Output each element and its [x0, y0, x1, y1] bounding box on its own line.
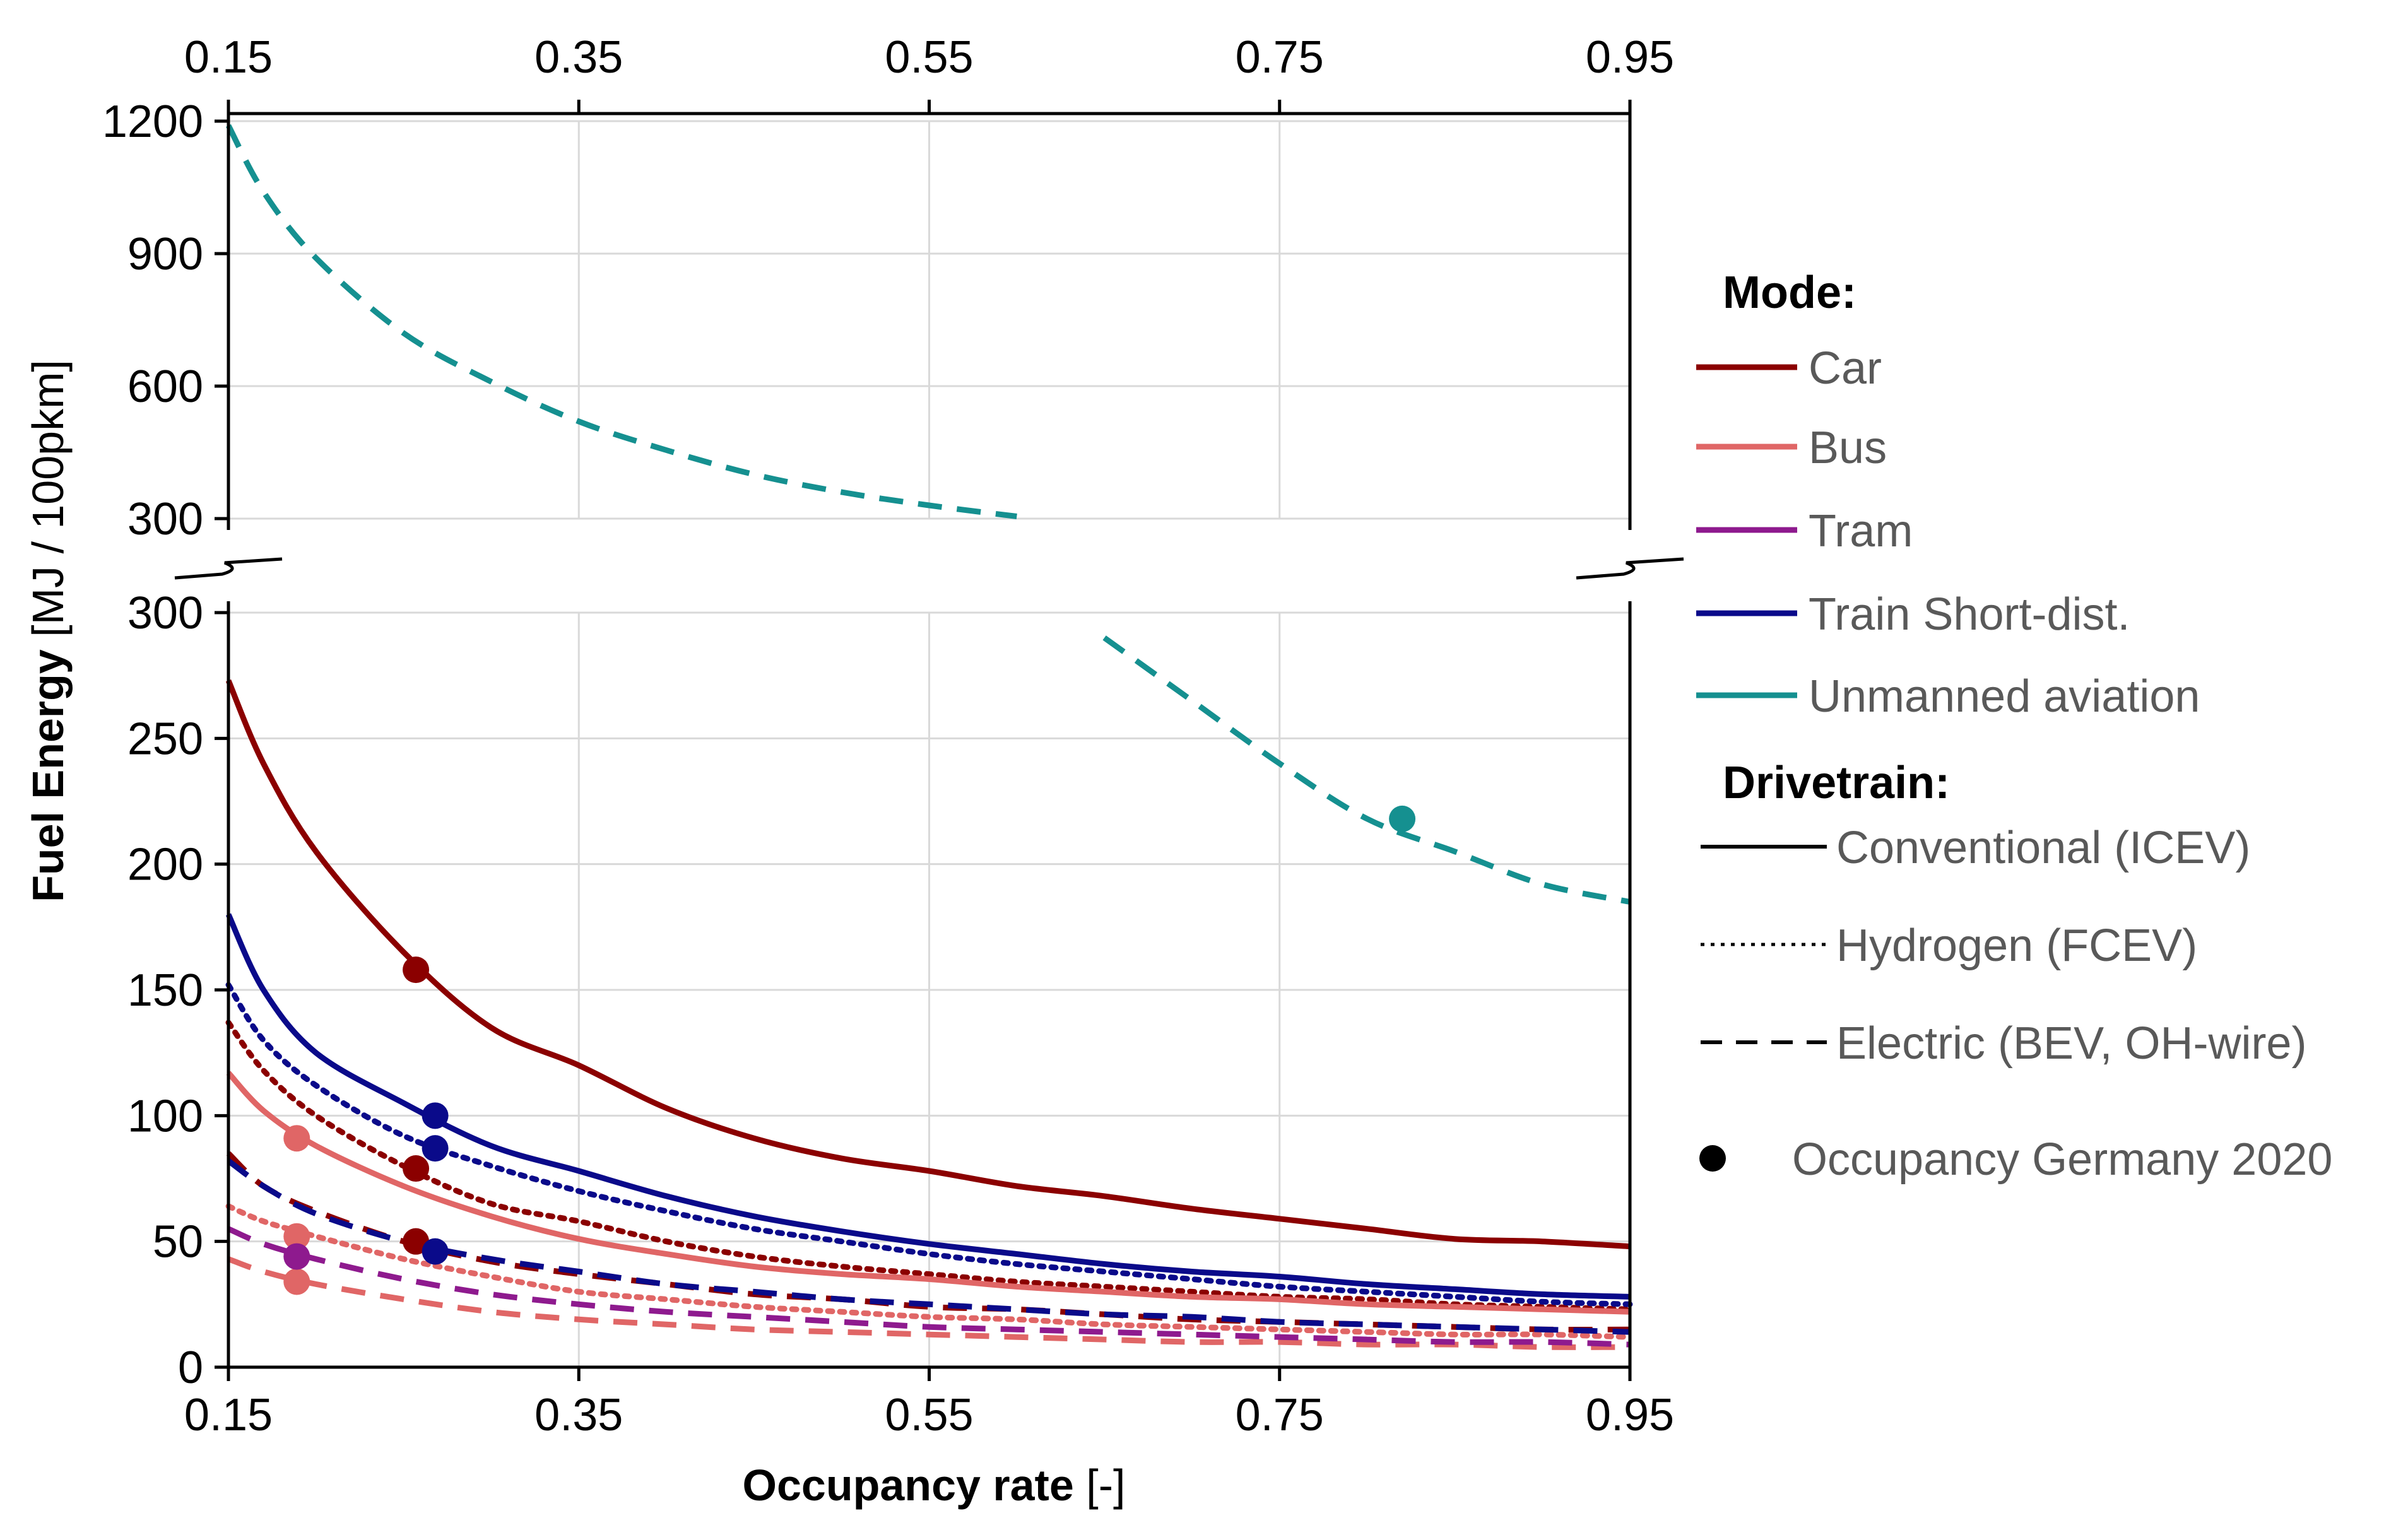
- occupancy-marker-train-short-dist-: [422, 1238, 449, 1265]
- x-top-tick-label: 0.55: [885, 32, 973, 83]
- x-top-tick-label: 0.35: [534, 32, 623, 83]
- series-bus-dotted: [225, 1203, 1633, 1340]
- y-axis-title: Fuel Energy [MJ / 100pkm]: [23, 360, 73, 902]
- series-train-short-dist-dashed: [227, 1158, 1631, 1335]
- x-top-tick-label: 0.15: [184, 32, 273, 83]
- legend-label-mode: Train Short-dist.: [1809, 589, 2130, 640]
- y-axis-title-main: Fuel Energy: [23, 649, 73, 902]
- y-tick-label-upper: 600: [127, 362, 203, 412]
- axis-layer: [174, 100, 1684, 1381]
- y-tick-label: 300: [127, 588, 203, 638]
- legend-label-mode: Tram: [1809, 506, 1913, 556]
- occupancy-marker-bus: [283, 1268, 310, 1295]
- occupancy-marker-unmanned-aviation: [1389, 805, 1416, 832]
- occupancy-marker-car: [403, 956, 430, 984]
- y-tick-label: 150: [127, 965, 203, 1016]
- y-tick-label: 100: [127, 1091, 203, 1141]
- y-tick-label-upper: 300: [127, 494, 203, 544]
- series-unmanned-aviation-dashed-upper: [226, 124, 1017, 519]
- x-top-tick-label: 0.75: [1236, 32, 1324, 83]
- occupancy-marker-bus: [283, 1223, 310, 1250]
- occupancy-marker-train-short-dist-: [422, 1135, 449, 1162]
- series-car-solid: [225, 679, 1631, 1250]
- legend-label-drivetrain: Hydrogen (FCEV): [1836, 920, 2197, 971]
- x-tick-label: 0.75: [1236, 1390, 1324, 1440]
- legend-label-mode: Bus: [1809, 423, 1887, 473]
- x-tick-label: 0.55: [885, 1390, 973, 1440]
- legend-mode-title: Mode:: [1723, 268, 1856, 318]
- legend: Mode: Car Bus Tram Train Short-dist. Unmanned…: [1696, 268, 2332, 1185]
- occupancy-marker-bus: [283, 1125, 310, 1152]
- y-tick-label: 200: [127, 840, 203, 890]
- x-axis-title-unit: [-]: [1074, 1461, 1126, 1510]
- series-tram-dashed: [227, 1226, 1631, 1348]
- axis-break-symbol: [174, 557, 283, 580]
- legend-label-mode: Unmanned aviation: [1809, 671, 2200, 722]
- axis-break-symbol: [1576, 557, 1684, 580]
- x-tick-label: 0.95: [1586, 1390, 1674, 1440]
- series-unmanned-aviation-dashed: [1102, 635, 1631, 905]
- tick-layer: 0.15 0.15 0.35 0.35 0.55 0.55 0.75 0.75 0.95 0.95…: [102, 32, 1674, 1440]
- legend-label-drivetrain: Electric (BEV, OH-wire): [1836, 1018, 2306, 1069]
- x-axis-title-main: Occupancy rate: [743, 1461, 1074, 1510]
- y-axis-title-unit: [MJ / 100pkm]: [23, 360, 73, 649]
- y-tick-label: 250: [127, 714, 203, 764]
- occupancy-marker-tram: [283, 1243, 310, 1270]
- series-train-short-dist-solid: [225, 913, 1631, 1300]
- legend-label-marker: Occupancy Germany 2020: [1792, 1134, 2332, 1185]
- occupancy-marker-car: [403, 1155, 430, 1182]
- legend-label-drivetrain: Conventional (ICEV): [1836, 823, 2250, 873]
- series-bus-solid: [226, 1071, 1631, 1315]
- occupancy-marker-train-short-dist-: [422, 1102, 449, 1129]
- legend-marker-dot: [1699, 1145, 1726, 1172]
- y-tick-label-upper: 900: [127, 229, 203, 279]
- x-axis-title: Occupancy rate [-]: [743, 1461, 1126, 1510]
- x-tick-label: 0.35: [534, 1390, 623, 1440]
- x-top-tick-label: 0.95: [1586, 32, 1674, 83]
- y-tick-label: 50: [153, 1217, 203, 1267]
- marker-layer: [283, 805, 1416, 1295]
- x-tick-label: 0.15: [184, 1390, 273, 1440]
- legend-drivetrain-title: Drivetrain:: [1723, 758, 1950, 808]
- series-train-short-dist-dotted: [225, 982, 1633, 1307]
- legend-label-mode: Car: [1809, 343, 1882, 394]
- series-bus-dashed: [227, 1256, 1631, 1350]
- y-tick-label-upper: 1200: [102, 97, 203, 147]
- y-tick-label: 0: [178, 1343, 203, 1393]
